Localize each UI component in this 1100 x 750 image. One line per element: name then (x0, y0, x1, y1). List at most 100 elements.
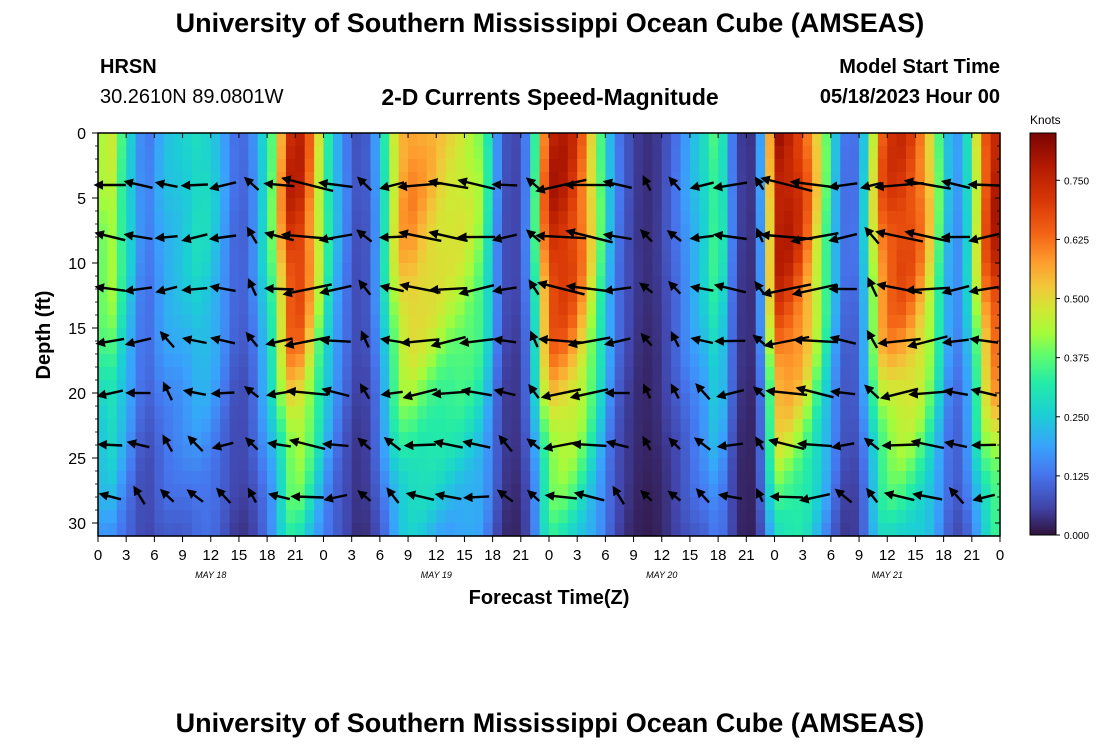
heatmap-cell (464, 458, 475, 472)
heatmap-cell (793, 302, 804, 316)
heatmap-cell (408, 510, 419, 524)
heatmap-cell (304, 302, 315, 316)
heatmap-cell (906, 497, 917, 511)
heatmap-cell (455, 302, 466, 316)
heatmap-cell (605, 159, 616, 173)
heatmap-cell (492, 237, 503, 251)
heatmap-cell (238, 315, 249, 329)
heatmap-cell (436, 302, 447, 316)
heatmap-cell (981, 419, 992, 433)
heatmap-cell (642, 367, 653, 381)
heatmap-cell (924, 445, 935, 459)
heatmap-cell (840, 289, 851, 303)
heatmap-cell (981, 250, 992, 264)
heatmap-cell (765, 328, 776, 342)
heatmap-cell (652, 497, 663, 511)
current-vector (799, 493, 831, 504)
heatmap-cell (144, 341, 155, 355)
heatmap-cell (483, 159, 494, 173)
heatmap-cell (492, 406, 503, 420)
heatmap-cell (473, 510, 484, 524)
heatmap-cell (765, 185, 776, 199)
heatmap-cell (154, 237, 165, 251)
heatmap-cell (342, 211, 353, 225)
heatmap-cell (511, 159, 522, 173)
heatmap-cell (821, 419, 832, 433)
heatmap-cell (445, 471, 456, 485)
heatmap-cell (915, 237, 926, 251)
current-vector (123, 285, 153, 295)
heatmap-cell (426, 289, 437, 303)
heatmap-cell (877, 497, 888, 511)
heatmap-cell (455, 497, 466, 511)
x-tick-label: 18 (259, 547, 276, 564)
heatmap-cell (718, 133, 729, 147)
heatmap-cell (849, 367, 860, 381)
heatmap-cell (492, 276, 503, 290)
heatmap-cell (652, 276, 663, 290)
heatmap-cell (426, 328, 437, 342)
heatmap-cell (736, 302, 747, 316)
heatmap-cell (229, 523, 240, 537)
current-vector (491, 233, 518, 243)
heatmap-cell (821, 497, 832, 511)
heatmap-cell (436, 133, 447, 147)
heatmap-cell (257, 367, 268, 381)
heatmap-cell (595, 159, 606, 173)
heatmap-cell (567, 380, 578, 394)
heatmap-cell (981, 341, 992, 355)
heatmap-cell (755, 393, 766, 407)
heatmap-cell (276, 497, 287, 511)
heatmap-cell (304, 458, 315, 472)
heatmap-cell (906, 289, 917, 303)
heatmap-cell (990, 354, 1001, 368)
heatmap-cell (426, 315, 437, 329)
heatmap-cell (896, 458, 907, 472)
heatmap-cell (370, 276, 381, 290)
heatmap-cell (896, 146, 907, 160)
colorbar-tick-label: 0.250 (1064, 413, 1089, 424)
heatmap-cell (483, 445, 494, 459)
heatmap-cell (962, 250, 973, 264)
heatmap-cell (793, 198, 804, 212)
heatmap-cell (492, 133, 503, 147)
heatmap-cell (163, 302, 174, 316)
heatmap-cell (163, 224, 174, 238)
heatmap-cell (558, 406, 569, 420)
heatmap-cell (276, 419, 287, 433)
heatmap-cell (408, 523, 419, 537)
heatmap-cell (332, 367, 343, 381)
heatmap-cell (295, 380, 306, 394)
heatmap-cell (417, 380, 428, 394)
heatmap-cell (971, 315, 982, 329)
heatmap-cell (821, 172, 832, 186)
heatmap-cell (511, 146, 522, 160)
heatmap-cell (473, 198, 484, 212)
heatmap-cell (248, 419, 259, 433)
heatmap-cell (614, 289, 625, 303)
heatmap-cell (238, 341, 249, 355)
x-tick-label: 9 (629, 547, 637, 564)
heatmap-cell (765, 302, 776, 316)
heatmap-cell (426, 380, 437, 394)
heatmap-cell (877, 289, 888, 303)
heatmap-cell (191, 380, 202, 394)
heatmap-cell (595, 250, 606, 264)
heatmap-cell (408, 276, 419, 290)
heatmap-cell (830, 289, 841, 303)
heatmap-cell (229, 393, 240, 407)
heatmap-cell (229, 406, 240, 420)
heatmap-cell (295, 198, 306, 212)
heatmap-cell (953, 263, 964, 277)
heatmap-cell (671, 289, 682, 303)
heatmap-cell (633, 172, 644, 186)
heatmap-cell (953, 133, 964, 147)
heatmap-cell (943, 523, 954, 537)
current-vector (459, 337, 494, 347)
heatmap-cell (144, 393, 155, 407)
heatmap-cell (520, 185, 531, 199)
heatmap-cell (680, 146, 691, 160)
heatmap-cell (586, 302, 597, 316)
heatmap-cell (821, 341, 832, 355)
heatmap-cell (783, 172, 794, 186)
